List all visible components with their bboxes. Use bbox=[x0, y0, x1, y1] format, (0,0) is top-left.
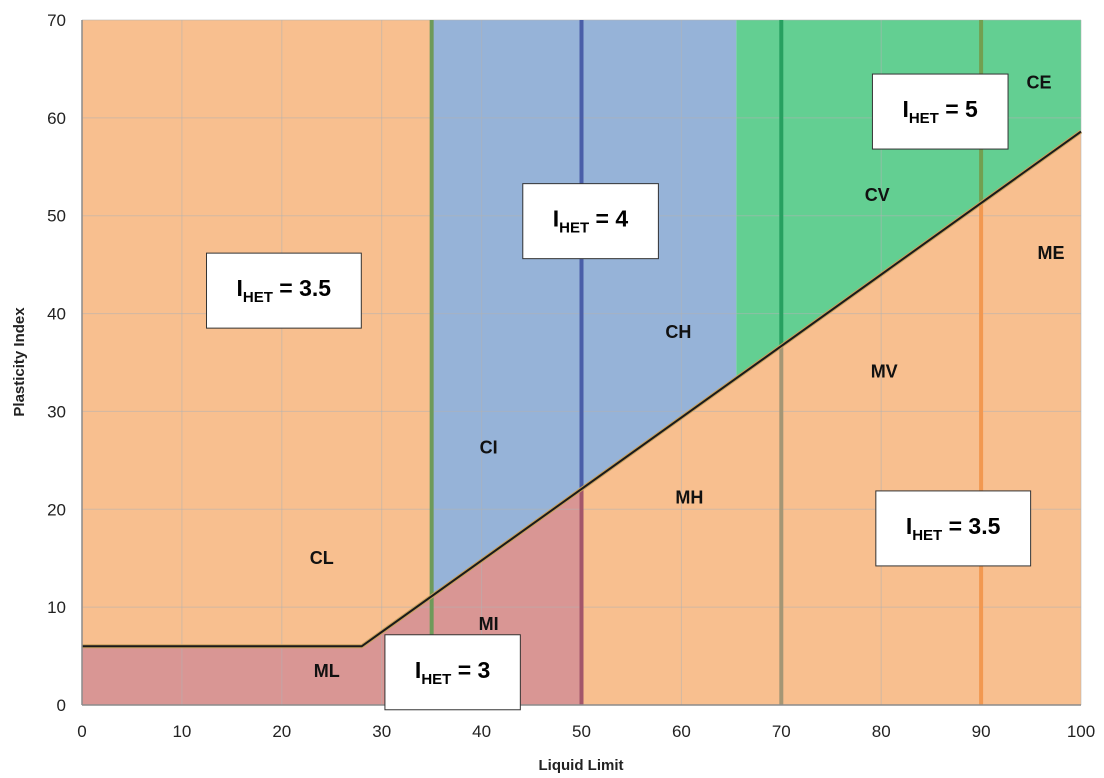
x-axis-title: Liquid Limit bbox=[539, 757, 624, 774]
x-tick-label: 0 bbox=[77, 722, 86, 741]
zone-label: CV bbox=[865, 185, 890, 205]
y-tick-label: 10 bbox=[47, 598, 66, 617]
zone-label: MV bbox=[871, 361, 898, 381]
x-tick-label: 100 bbox=[1067, 722, 1095, 741]
ihet-annotation: IHET = 3 bbox=[384, 634, 521, 711]
annotation-text: IHET = 3.5 bbox=[237, 275, 332, 306]
zone-label: CH bbox=[665, 322, 691, 342]
zone-label: CI bbox=[480, 438, 498, 458]
zone-label: MH bbox=[675, 488, 703, 508]
ihet-annotation: IHET = 3.5 bbox=[875, 490, 1032, 567]
annotation-box bbox=[384, 634, 521, 711]
x-tick-label: 10 bbox=[172, 722, 191, 741]
annotation-text: IHET = 5 bbox=[902, 96, 978, 127]
y-tick-label: 30 bbox=[47, 402, 66, 421]
ihet-annotation: IHET = 4 bbox=[522, 183, 659, 260]
zone-region bbox=[82, 20, 432, 647]
zone-label: CE bbox=[1027, 73, 1052, 93]
y-tick-label: 70 bbox=[47, 11, 66, 30]
ihet-annotations: IHET = 3.5 IHET = 4 IHET = 5 IHET = 3 IHET =… bbox=[206, 73, 1032, 711]
a-line-layer bbox=[82, 129, 1083, 649]
x-tick-label: 30 bbox=[372, 722, 391, 741]
zone-labels: CL ML MI CI CH MH MV CV ME CE bbox=[310, 73, 1065, 681]
annotation-box bbox=[206, 252, 362, 329]
axes: 0 10 20 30 40 50 60 70 80 90 100 0 10 20 30 40 50 60 70 bbox=[47, 11, 1095, 741]
x-tick-label: 40 bbox=[472, 722, 491, 741]
y-tick-label: 50 bbox=[47, 207, 66, 226]
annotation-text: IHET = 4 bbox=[553, 206, 629, 237]
zone-label: ME bbox=[1038, 243, 1065, 263]
ihet-annotation: IHET = 3.5 bbox=[206, 252, 362, 329]
zone-label: MI bbox=[479, 614, 499, 634]
zone-label: CL bbox=[310, 548, 334, 568]
zone-region bbox=[431, 20, 737, 597]
y-tick-label: 0 bbox=[57, 696, 66, 715]
y-tick-label: 60 bbox=[47, 109, 66, 128]
x-tick-label: 80 bbox=[872, 722, 891, 741]
a-line bbox=[82, 130, 1082, 648]
annotation-text: IHET = 3.5 bbox=[906, 513, 1001, 544]
x-tick-label: 60 bbox=[672, 722, 691, 741]
ihet-annotation: IHET = 5 bbox=[871, 73, 1009, 150]
x-tick-label: 70 bbox=[772, 722, 791, 741]
x-tick-label: 90 bbox=[972, 722, 991, 741]
annotation-box bbox=[871, 73, 1009, 150]
annotation-box bbox=[875, 490, 1032, 567]
x-tick-label: 50 bbox=[572, 722, 591, 741]
annotation-box bbox=[522, 183, 659, 260]
y-tick-label: 20 bbox=[47, 500, 66, 519]
x-tick-label: 20 bbox=[272, 722, 291, 741]
y-tick-label: 40 bbox=[47, 305, 66, 324]
annotation-text: IHET = 3 bbox=[415, 657, 490, 688]
zone-label: ML bbox=[314, 661, 340, 681]
y-axis-title: Plasticity Index bbox=[11, 307, 28, 417]
